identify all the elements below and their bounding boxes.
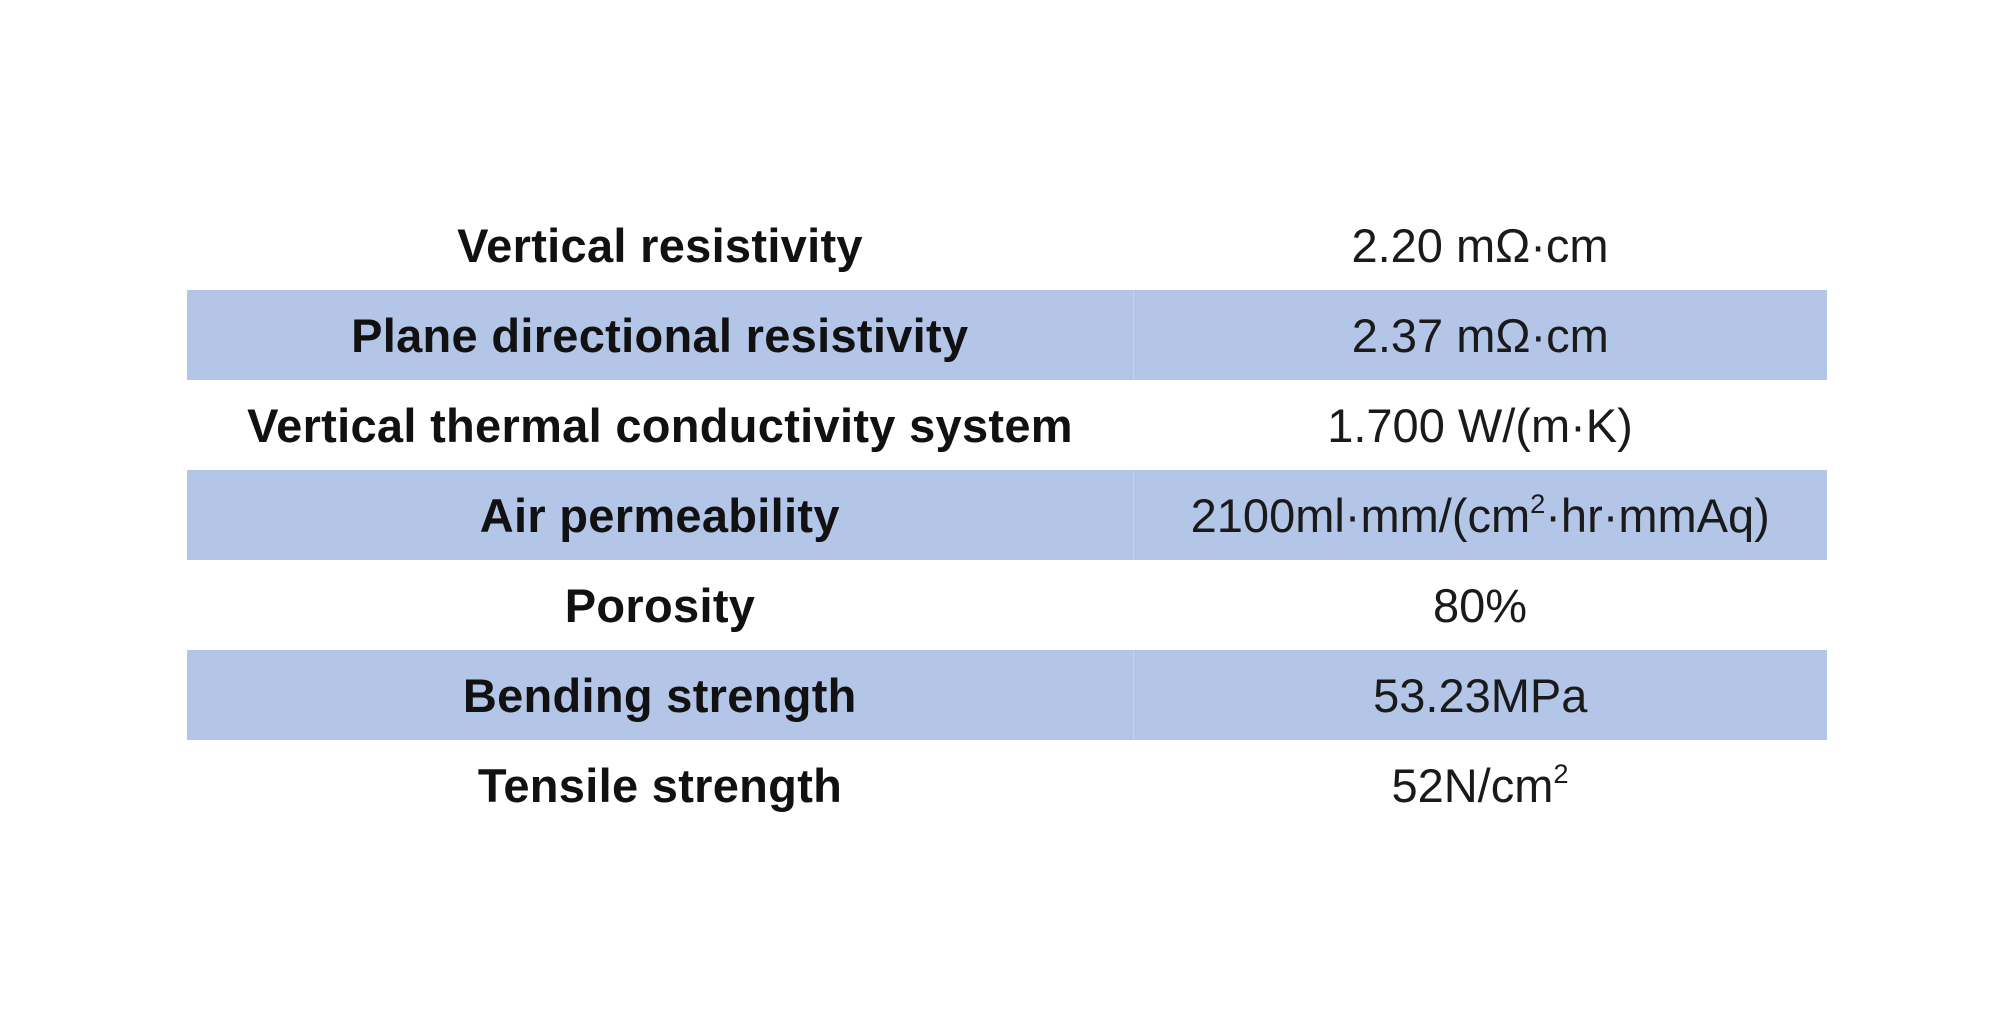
property-name: Air permeability [187,470,1133,560]
value-base: 2100ml·mm/(cm [1190,488,1531,542]
property-name: Bending strength [187,650,1133,740]
property-value: 1.700 W/(m·K) [1327,398,1633,452]
property-value: 2.37 mΩ·cm [1132,290,1827,380]
table-row: Air permeability 2100ml·mm/(cm2·hr·mmAq) [187,470,1827,560]
property-name: Plane directional resistivity [187,290,1133,380]
property-value: 53.23MPa [1132,650,1827,740]
table-row: Porosity 80% [187,560,1827,650]
table-row: Vertical resistivity 2.20 mΩ·cm [187,200,1827,290]
property-name: Tensile strength [477,758,843,812]
value-superscript: 2 [1553,758,1569,790]
property-name: Vertical resistivity [457,218,863,272]
property-name: Vertical thermal conductivity system [247,398,1073,452]
value-base: 52N/cm [1391,758,1554,812]
property-value: 2.20 mΩ·cm [1351,218,1609,272]
property-name: Porosity [564,578,756,632]
property-value: 80% [1432,578,1528,632]
properties-table: Vertical resistivity 2.20 mΩ·cm Plane di… [187,200,1827,830]
property-value: 52N/cm2 [1133,740,1827,830]
value-superscript: 2 [1530,488,1546,520]
table-row: Bending strength 53.23MPa [187,650,1827,740]
table-row: Vertical thermal conductivity system 1.7… [187,380,1827,470]
table-row: Plane directional resistivity 2.37 mΩ·cm [187,290,1827,380]
value-tail: ·hr·mmAq) [1545,488,1770,542]
table-row: Tensile strength 52N/cm2 [187,740,1827,830]
property-value: 2100ml·mm/(cm2·hr·mmAq) [1132,470,1827,560]
